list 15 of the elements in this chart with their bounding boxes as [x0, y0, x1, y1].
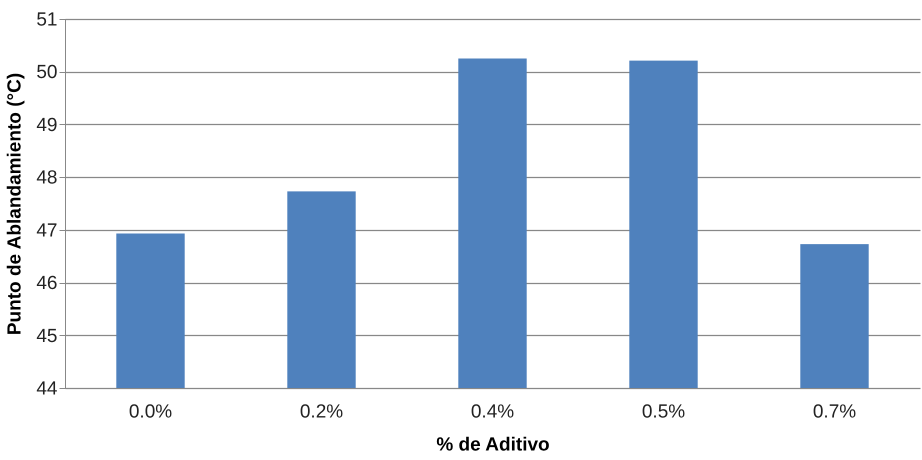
x-tick-label: 0.4% — [470, 402, 514, 422]
y-tick-label: 45 — [36, 326, 58, 347]
y-tick-label: 50 — [36, 62, 58, 84]
x-tick-label: 0.5% — [642, 402, 686, 422]
y-tick-label: 51 — [36, 10, 58, 30]
x-axis-title: % de Aditivo — [436, 434, 550, 456]
x-tick-label: 0.7% — [812, 402, 856, 422]
x-tick-label: 0.0% — [128, 402, 172, 422]
y-tick-label: 47 — [36, 220, 58, 242]
y-tick-label: 49 — [36, 114, 58, 136]
y-tick-label: 44 — [36, 378, 58, 400]
y-tick-label: 48 — [36, 168, 58, 189]
y-tick-label: 46 — [36, 273, 58, 294]
x-tick-label: 0.2% — [300, 402, 344, 422]
y-axis-title: Punto de Ablandamiento (°C) — [4, 72, 26, 336]
